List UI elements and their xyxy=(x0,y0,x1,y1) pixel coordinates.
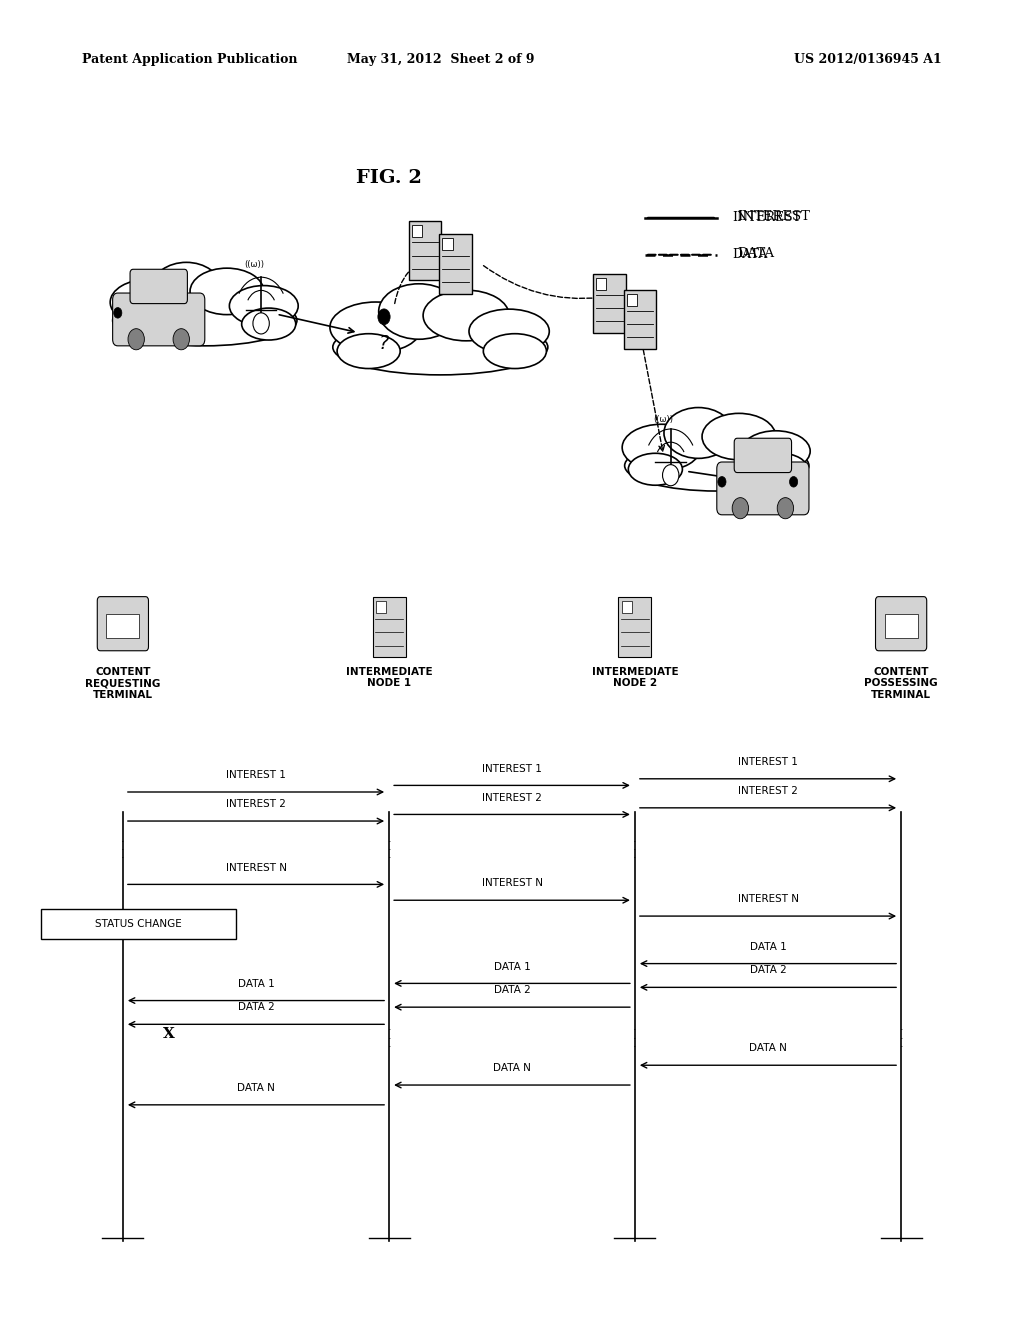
Circle shape xyxy=(173,329,189,350)
Text: INTEREST: INTEREST xyxy=(737,210,810,223)
FancyBboxPatch shape xyxy=(130,269,187,304)
Bar xyxy=(41,909,236,939)
Text: INTEREST 1: INTEREST 1 xyxy=(482,763,542,774)
Text: INTERMEDIATE
NODE 2: INTERMEDIATE NODE 2 xyxy=(592,667,678,688)
Bar xyxy=(409,220,441,280)
FancyBboxPatch shape xyxy=(717,462,809,515)
Bar xyxy=(373,597,406,656)
Bar xyxy=(618,597,651,656)
Text: ((ω)): ((ω)) xyxy=(244,260,264,268)
Text: ·
·
·: · · · xyxy=(633,1026,637,1052)
FancyBboxPatch shape xyxy=(876,597,927,651)
Text: FIG. 2: FIG. 2 xyxy=(356,169,422,187)
Ellipse shape xyxy=(483,334,547,368)
Circle shape xyxy=(128,329,144,350)
FancyBboxPatch shape xyxy=(97,597,148,651)
Ellipse shape xyxy=(423,290,509,341)
Text: ·
·
·: · · · xyxy=(121,837,125,863)
Text: DATA 2: DATA 2 xyxy=(494,985,530,995)
Text: ((ω)): ((ω)) xyxy=(653,416,674,424)
Ellipse shape xyxy=(741,430,810,471)
Text: DATA 2: DATA 2 xyxy=(750,965,786,975)
Circle shape xyxy=(790,477,798,487)
Ellipse shape xyxy=(333,319,548,375)
Ellipse shape xyxy=(664,408,733,458)
Text: ·
·
·: · · · xyxy=(633,837,637,863)
Ellipse shape xyxy=(754,453,808,486)
Ellipse shape xyxy=(337,334,400,368)
Text: X: X xyxy=(163,1027,175,1040)
Ellipse shape xyxy=(629,453,682,486)
Text: May 31, 2012  Sheet 2 of 9: May 31, 2012 Sheet 2 of 9 xyxy=(346,53,535,66)
Text: DATA: DATA xyxy=(737,247,774,260)
Text: INTEREST N: INTEREST N xyxy=(225,862,287,873)
Bar xyxy=(439,234,472,293)
Text: ·
·
·: · · · xyxy=(387,837,391,863)
Bar xyxy=(624,290,656,348)
Text: DATA 1: DATA 1 xyxy=(238,978,274,989)
Bar xyxy=(627,294,637,306)
Ellipse shape xyxy=(190,268,264,314)
Text: INTEREST 2: INTEREST 2 xyxy=(226,799,286,809)
Text: INTEREST N: INTEREST N xyxy=(481,878,543,888)
Text: INTEREST 1: INTEREST 1 xyxy=(226,770,286,780)
Bar xyxy=(106,614,139,638)
Text: ?: ? xyxy=(379,334,389,352)
Text: DATA 1: DATA 1 xyxy=(494,961,530,972)
Bar xyxy=(593,273,626,333)
Ellipse shape xyxy=(117,308,170,341)
Text: DATA 2: DATA 2 xyxy=(238,1002,274,1012)
Text: INTEREST N: INTEREST N xyxy=(737,894,799,904)
Ellipse shape xyxy=(469,309,549,354)
Circle shape xyxy=(718,477,726,487)
Text: US 2012/0136945 A1: US 2012/0136945 A1 xyxy=(795,53,942,66)
Circle shape xyxy=(378,309,390,325)
Bar xyxy=(412,224,422,238)
Text: INTEREST 2: INTEREST 2 xyxy=(738,785,798,796)
Ellipse shape xyxy=(113,296,297,346)
Text: INTEREST 2: INTEREST 2 xyxy=(482,792,542,803)
Text: Patent Application Publication: Patent Application Publication xyxy=(82,53,297,66)
Bar xyxy=(376,602,386,612)
Text: DATA N: DATA N xyxy=(238,1082,274,1093)
Circle shape xyxy=(663,465,679,486)
Ellipse shape xyxy=(152,263,221,313)
Circle shape xyxy=(114,308,122,318)
Ellipse shape xyxy=(623,424,700,471)
Circle shape xyxy=(777,498,794,519)
Text: STATUS CHANGE: STATUS CHANGE xyxy=(95,919,181,929)
Text: DATA N: DATA N xyxy=(750,1043,786,1053)
Bar xyxy=(596,277,606,290)
Circle shape xyxy=(732,498,749,519)
Text: DATA N: DATA N xyxy=(494,1063,530,1073)
Ellipse shape xyxy=(379,284,459,339)
Text: ·
·
·: · · · xyxy=(899,1026,903,1052)
Text: INTERMEDIATE
NODE 1: INTERMEDIATE NODE 1 xyxy=(346,667,432,688)
Text: ·
·
·: · · · xyxy=(387,1026,391,1052)
Text: CONTENT
REQUESTING
TERMINAL: CONTENT REQUESTING TERMINAL xyxy=(85,667,161,700)
Ellipse shape xyxy=(242,308,296,341)
Ellipse shape xyxy=(625,441,809,491)
Text: INTEREST: INTEREST xyxy=(732,211,801,224)
Text: INTEREST 1: INTEREST 1 xyxy=(738,756,798,767)
Bar xyxy=(885,614,918,638)
Ellipse shape xyxy=(229,285,298,326)
Bar xyxy=(442,238,453,251)
Ellipse shape xyxy=(702,413,776,459)
FancyBboxPatch shape xyxy=(734,438,792,473)
FancyBboxPatch shape xyxy=(113,293,205,346)
Text: DATA: DATA xyxy=(732,248,767,261)
Ellipse shape xyxy=(111,279,188,326)
Ellipse shape xyxy=(330,302,422,352)
Text: CONTENT
POSSESSING
TERMINAL: CONTENT POSSESSING TERMINAL xyxy=(864,667,938,700)
Circle shape xyxy=(253,313,269,334)
Bar xyxy=(622,602,632,612)
Text: DATA 1: DATA 1 xyxy=(750,941,786,952)
